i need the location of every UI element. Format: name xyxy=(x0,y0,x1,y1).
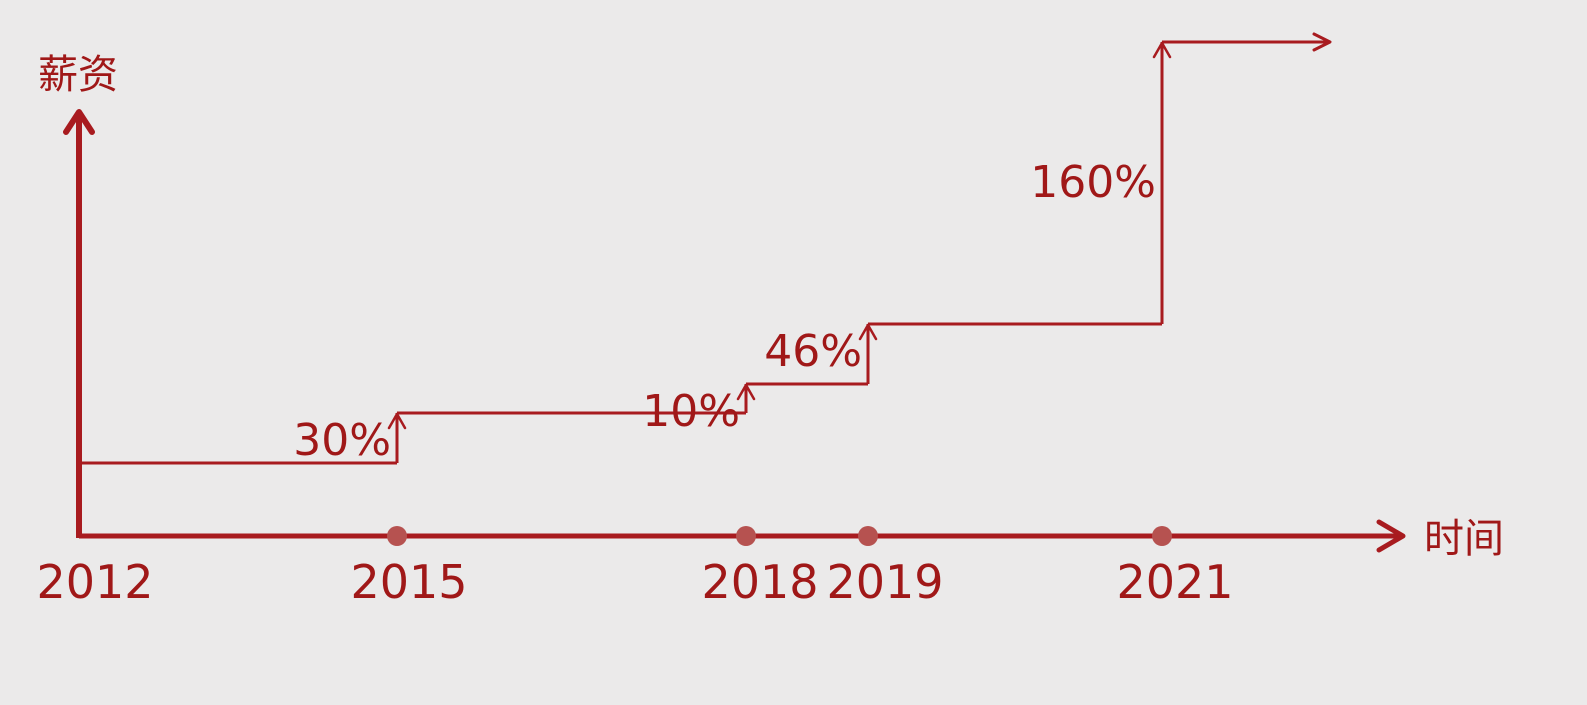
increase-label-2018: 10% xyxy=(642,386,740,437)
increase-label-2015: 30% xyxy=(293,415,391,466)
salary-step-line xyxy=(79,32,1332,465)
x-axis-arrow-icon xyxy=(1376,519,1406,553)
x-tick-label-2012: 2012 xyxy=(36,555,153,609)
x-tick-label-2018: 2018 xyxy=(701,555,818,609)
year-marker-2019 xyxy=(858,526,878,546)
year-marker-2015 xyxy=(387,526,407,546)
x-tick-label-2015: 2015 xyxy=(350,555,467,609)
y-axis-arrow-icon xyxy=(63,109,95,135)
year-markers xyxy=(387,526,1172,546)
increase-label-2021: 160% xyxy=(1030,157,1156,208)
x-tick-labels: 2012 2015 2018 2019 2021 xyxy=(36,555,1233,609)
x-tick-label-2019: 2019 xyxy=(826,555,943,609)
axes xyxy=(63,109,1406,553)
x-axis-label: 时间 xyxy=(1424,516,1504,562)
year-marker-2021 xyxy=(1152,526,1172,546)
step-end-arrow-icon xyxy=(1312,32,1332,52)
y-axis-label: 薪资 xyxy=(38,52,118,98)
increase-labels: 30% 10% 46% 160% xyxy=(293,157,1156,466)
year-marker-2018 xyxy=(736,526,756,546)
increase-label-2019: 46% xyxy=(764,326,862,377)
x-tick-label-2021: 2021 xyxy=(1116,555,1233,609)
